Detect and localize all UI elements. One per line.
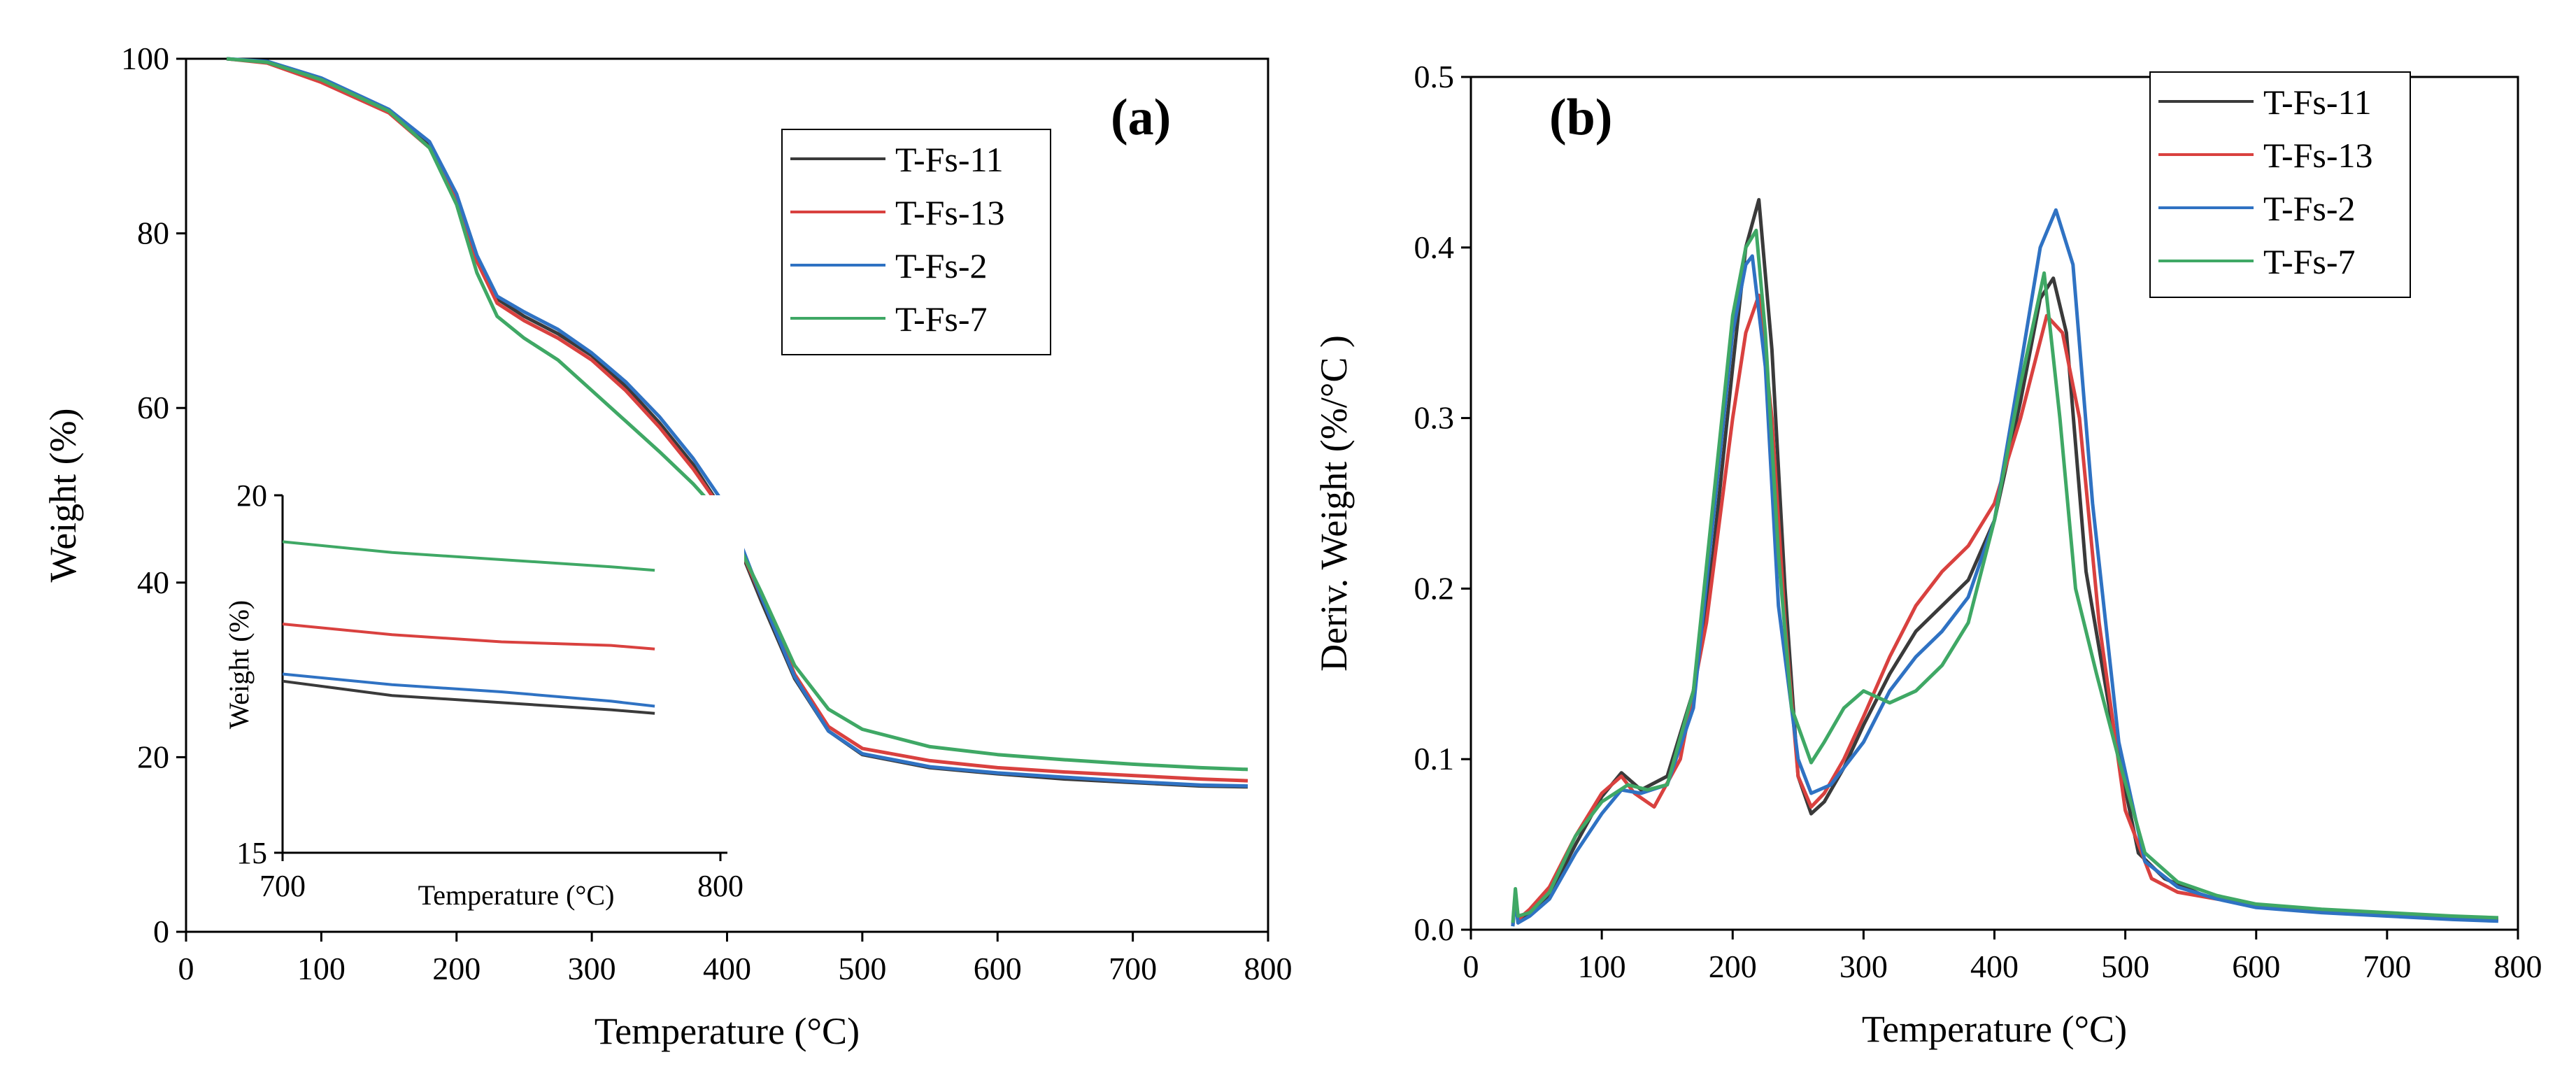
panel-b-x-axis-label: Temperature (°C) [1862,1008,2127,1050]
panel-b-y-ticks: 0.0 0.1 0.2 0.3 0.4 0.5 [1414,59,1471,947]
inset-series-line-t-fs-11 [282,679,655,715]
x-tick-label: 800 [2494,949,2542,984]
y-tick-label: 40 [137,565,169,600]
panel-b-legend: T-Fs-11 T-Fs-13 T-Fs-2 T-Fs-7 [2149,71,2411,298]
y-tick-label: 0.4 [1414,229,1455,265]
x-tick-label: 300 [1840,949,1888,984]
series-line-t-fs-2 [1511,208,2498,927]
legend-label-t-fs-11: T-Fs-11 [895,140,1004,179]
inset-series-line-t-fs-2 [282,672,655,708]
panel-b-label: (b) [1549,89,1612,146]
inset-ticks: 700 800 15 20 [236,478,743,903]
series-line-t-fs-7 [226,57,1248,772]
inset-series-line-t-fs-13 [282,623,655,651]
x-tick-label: 700 [2363,949,2411,984]
legend-label-t-fs-2: T-Fs-2 [2263,189,2356,228]
series-line-t-fs-7 [1511,228,2498,923]
y-tick-label: 0.0 [1414,912,1455,947]
inset-x-tick-label: 800 [697,869,743,903]
panel-b-y-axis-label: Deriv. Weight (%/°C ) [1313,335,1355,672]
panel-a-x-ticks: 0 100 200 300 400 500 600 700 800 [178,932,1293,986]
y-tick-label: 80 [137,215,169,251]
x-tick-label: 100 [297,951,346,986]
legend-label-t-fs-2: T-Fs-2 [895,246,988,285]
panel-a-legend: T-Fs-11 T-Fs-13 T-Fs-2 T-Fs-7 [781,129,1051,355]
inset-y-axis-label: Weight (%) [223,600,255,730]
legend-label-t-fs-7: T-Fs-7 [895,299,988,339]
series-line-t-fs-13 [1511,293,2498,925]
panel-a-label: (a) [1111,89,1171,146]
x-tick-label: 300 [568,951,616,986]
x-tick-label: 700 [1109,951,1157,986]
inset-x-tick-label: 700 [259,869,306,903]
x-tick-label: 0 [178,951,194,986]
legend-label-t-fs-13: T-Fs-13 [2263,136,2373,175]
inset-y-tick-label: 15 [236,836,267,870]
x-tick-label: 100 [1578,949,1626,984]
x-tick-label: 200 [432,951,481,986]
panel-a-inset: 700 800 15 20 Temperature (°C) Weight (%) [223,478,744,911]
x-tick-label: 400 [1970,949,2019,984]
y-tick-label: 0 [153,914,169,949]
x-tick-label: 800 [1244,951,1293,986]
x-tick-label: 600 [974,951,1022,986]
panel-a: 0 100 200 300 400 500 600 700 800 0 20 40 60 80 100 T… [42,41,1293,1052]
y-tick-label: 0.1 [1414,741,1455,776]
panel-a-x-axis-label: Temperature (°C) [595,1010,860,1052]
panel-a-y-axis-label: Weight (%) [42,408,84,582]
panel-a-curves [226,57,1248,789]
x-tick-label: 200 [1709,949,1757,984]
inset-background [283,495,744,853]
inset-y-tick-label: 20 [236,478,267,513]
x-tick-label: 500 [2101,949,2149,984]
y-tick-label: 100 [121,41,169,76]
legend-label-t-fs-7: T-Fs-7 [2263,242,2356,281]
panel-b-x-ticks: 0 100 200 300 400 500 600 700 800 [1463,930,2542,984]
x-tick-label: 600 [2232,949,2280,984]
x-tick-label: 0 [1463,949,1479,984]
series-line-t-fs-2 [226,57,1248,788]
y-tick-label: 0.5 [1414,59,1455,94]
panel-b: 0 100 200 300 400 500 600 700 800 0.00.10.20.30.… [1313,59,2542,1050]
y-tick-label: 0.3 [1414,400,1455,436]
y-tick-label: 60 [137,390,169,425]
panel-a-y-ticks: 0 20 40 60 80 100 [121,41,186,949]
legend-label-t-fs-11: T-Fs-11 [2263,83,2372,122]
legend-label-t-fs-13: T-Fs-13 [895,193,1005,232]
x-tick-label: 500 [838,951,886,986]
y-tick-label: 0.2 [1414,570,1455,606]
panel-b-curves [1511,198,2498,927]
inset-x-axis-label: Temperature (°C) [418,879,615,911]
inset-curves [282,540,655,715]
y-tick-label: 20 [137,739,169,774]
inset-series-line-t-fs-7 [282,540,655,572]
x-tick-label: 400 [703,951,751,986]
